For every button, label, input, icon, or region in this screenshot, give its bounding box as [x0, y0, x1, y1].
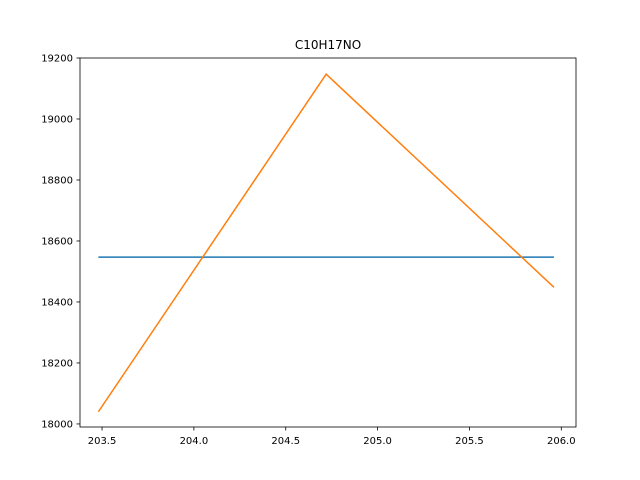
y-axis: 18000 18200 18400 18600 18800 19000 19200 [41, 54, 80, 431]
x-tick-label: 206.0 [547, 436, 576, 447]
series-line-2 [97, 73, 555, 413]
y-tick-label: 18000 [41, 420, 73, 431]
x-tick-label: 204.0 [180, 436, 209, 447]
x-tick-label: 203.5 [88, 436, 117, 447]
x-tick-label: 204.5 [271, 436, 300, 447]
y-tick-label: 18400 [41, 298, 73, 309]
y-tick-label: 18600 [41, 237, 73, 248]
x-tick-label: 205.0 [363, 436, 392, 447]
y-tick-label: 19200 [41, 54, 73, 65]
x-tick-label: 205.5 [455, 436, 484, 447]
y-tick-label: 19000 [41, 115, 73, 126]
x-axis: 203.5 204.0 204.5 205.0 205.5 206.0 [88, 427, 576, 447]
y-tick-label: 18200 [41, 359, 73, 370]
plot-frame [79, 57, 577, 428]
series-layer [97, 73, 555, 413]
y-tick-label: 18800 [41, 176, 73, 187]
chart-title: C10H17NO [295, 38, 361, 52]
